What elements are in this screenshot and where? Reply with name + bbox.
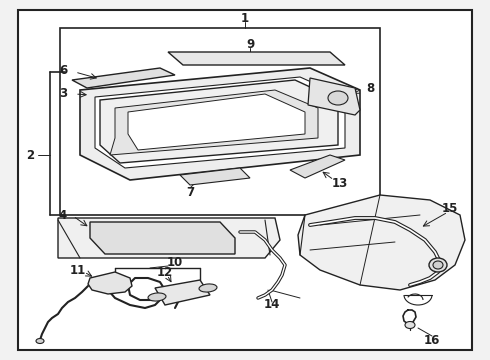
Text: 13: 13 [332,176,348,189]
Polygon shape [72,68,175,88]
Text: 8: 8 [366,81,374,95]
Text: 1: 1 [241,12,249,24]
Text: 6: 6 [59,63,67,77]
Text: 11: 11 [70,264,86,276]
Text: 12: 12 [157,266,173,279]
Polygon shape [58,218,280,258]
Polygon shape [180,168,250,185]
Polygon shape [88,272,132,294]
Polygon shape [80,68,360,180]
Ellipse shape [429,258,447,272]
Text: 14: 14 [264,298,280,311]
Text: 9: 9 [246,37,254,50]
Ellipse shape [148,293,166,301]
Ellipse shape [199,284,217,292]
Polygon shape [90,222,235,254]
Polygon shape [95,77,345,168]
Text: 7: 7 [186,185,194,198]
Ellipse shape [433,261,443,269]
Polygon shape [308,78,360,115]
Polygon shape [100,80,338,163]
Polygon shape [18,10,472,350]
Text: 5: 5 [108,113,116,126]
Ellipse shape [328,91,348,105]
Polygon shape [168,52,345,65]
Polygon shape [110,90,318,155]
Polygon shape [290,155,345,178]
Text: 10: 10 [167,256,183,269]
Text: 4: 4 [59,208,67,221]
Text: 15: 15 [442,202,458,215]
Polygon shape [298,195,465,290]
Text: 3: 3 [59,86,67,99]
Ellipse shape [405,321,415,328]
Text: 2: 2 [26,149,34,162]
Polygon shape [128,94,305,150]
Text: 16: 16 [424,333,440,346]
Ellipse shape [36,338,44,343]
Polygon shape [155,280,210,305]
